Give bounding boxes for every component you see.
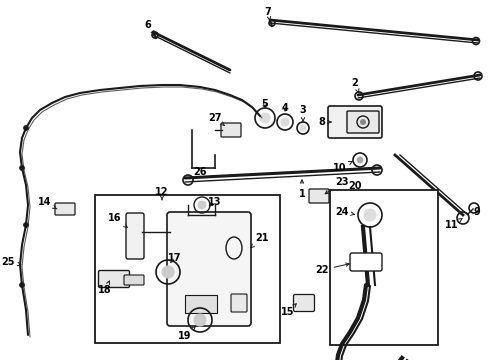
Text: 16: 16: [108, 213, 127, 228]
FancyBboxPatch shape: [308, 189, 328, 203]
Text: 12: 12: [155, 187, 168, 200]
Text: 11: 11: [445, 219, 461, 230]
Circle shape: [299, 125, 305, 131]
FancyBboxPatch shape: [349, 253, 381, 271]
Circle shape: [359, 119, 365, 125]
Circle shape: [260, 113, 269, 123]
Text: 5: 5: [261, 99, 268, 109]
FancyBboxPatch shape: [221, 123, 241, 137]
Circle shape: [281, 118, 288, 126]
Bar: [95, 195, 280, 343]
Text: 23: 23: [325, 177, 348, 194]
FancyBboxPatch shape: [124, 275, 143, 285]
FancyBboxPatch shape: [346, 111, 378, 133]
Text: 17: 17: [168, 253, 182, 263]
FancyBboxPatch shape: [230, 294, 246, 312]
Circle shape: [363, 209, 375, 221]
Circle shape: [23, 126, 28, 130]
Text: 24: 24: [335, 207, 354, 217]
FancyBboxPatch shape: [327, 106, 381, 138]
Text: 6: 6: [144, 20, 154, 34]
FancyBboxPatch shape: [55, 203, 75, 215]
Circle shape: [198, 201, 205, 209]
Text: 26: 26: [193, 167, 206, 177]
Text: 14: 14: [38, 197, 57, 209]
Circle shape: [162, 266, 174, 278]
FancyBboxPatch shape: [167, 212, 250, 326]
Text: 22: 22: [315, 263, 348, 275]
Text: 25: 25: [1, 257, 21, 267]
Text: 27: 27: [208, 113, 224, 126]
Text: 15: 15: [281, 304, 296, 317]
FancyBboxPatch shape: [293, 294, 314, 311]
Text: 10: 10: [332, 161, 351, 173]
Text: 4: 4: [281, 103, 288, 113]
Text: 9: 9: [473, 207, 479, 217]
Text: 8: 8: [318, 117, 330, 127]
Bar: [184, 295, 217, 313]
Text: 18: 18: [98, 281, 112, 295]
Text: 19: 19: [178, 326, 195, 341]
FancyBboxPatch shape: [98, 270, 129, 288]
Text: 7: 7: [264, 7, 271, 20]
Text: 1: 1: [298, 180, 305, 199]
Circle shape: [194, 314, 205, 326]
Text: 20: 20: [347, 181, 361, 191]
Circle shape: [356, 157, 363, 163]
Circle shape: [23, 222, 28, 228]
Text: 21: 21: [250, 233, 268, 248]
Circle shape: [20, 283, 24, 288]
FancyBboxPatch shape: [126, 213, 143, 259]
Bar: [329, 190, 437, 345]
Circle shape: [20, 166, 24, 171]
Text: 13: 13: [208, 197, 221, 207]
Text: 2: 2: [351, 78, 358, 93]
Text: 3: 3: [299, 105, 306, 121]
